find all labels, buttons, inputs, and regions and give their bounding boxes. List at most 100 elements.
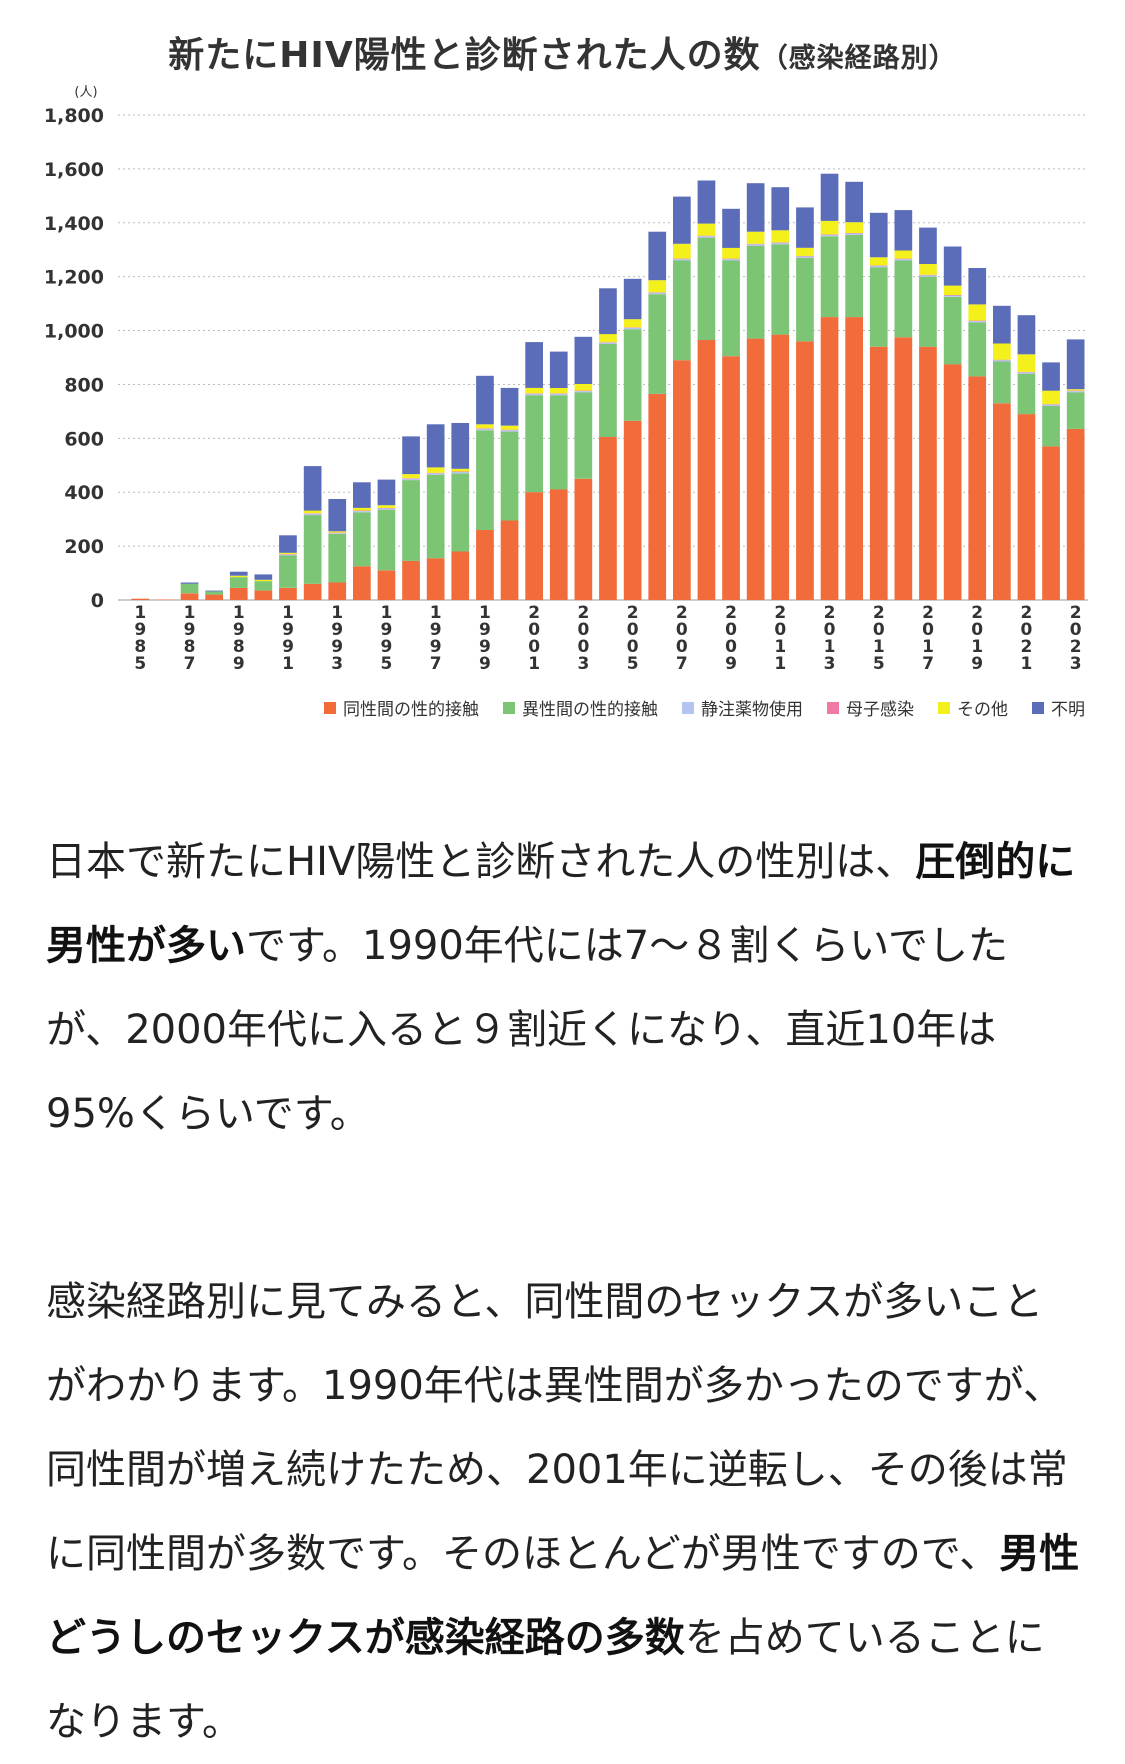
- bar-segment: [796, 341, 814, 600]
- bar-segment: [574, 336, 593, 384]
- bar-segment: [943, 296, 962, 365]
- legend-label: その他: [957, 700, 1008, 720]
- bar-segment: [673, 360, 691, 600]
- bar-segment: [377, 479, 396, 506]
- bar-segment: [1017, 354, 1036, 372]
- bar-segment: [722, 260, 740, 357]
- bar-segment: [254, 581, 273, 591]
- bar-segment: [993, 403, 1011, 600]
- bar-segment: [254, 590, 273, 600]
- bar-segment: [229, 577, 248, 588]
- bar-segment: [180, 582, 199, 584]
- bar-segment: [869, 257, 888, 266]
- bar-segment: [648, 294, 667, 394]
- bar-segment: [771, 230, 790, 243]
- bar-segment: [328, 533, 347, 534]
- bar-segment: [353, 511, 371, 513]
- bar-segment: [697, 180, 716, 224]
- bar-segment: [426, 474, 445, 559]
- bar-segment: [377, 509, 396, 571]
- bar-segment: [820, 236, 839, 318]
- bar-segment: [451, 468, 470, 472]
- bar-segment: [353, 507, 371, 511]
- chart-section: 新たにHIV陽性と診断された人の数（感染経路別） (人) 0 200 400 600 80…: [0, 0, 1125, 740]
- bar-segment: [673, 258, 691, 260]
- bar-segment: [968, 321, 987, 323]
- bar-segment: [943, 246, 962, 286]
- bar-segment: [476, 375, 494, 425]
- bar-segment: [574, 392, 593, 479]
- bar-segment: [303, 466, 322, 511]
- bar-segment: [549, 393, 568, 394]
- bar-segment: [229, 571, 248, 576]
- bar-segment: [722, 208, 740, 248]
- p1-bold: 圧倒的に男性が多い: [46, 839, 1076, 969]
- bar-segment: [1066, 391, 1085, 393]
- chart-title-main: 新たにHIV陽性と診断された人の数: [168, 35, 761, 76]
- bar-segment: [845, 233, 863, 234]
- bar-segment: [648, 292, 667, 293]
- bar-segment: [180, 593, 199, 600]
- bar-segment: [796, 256, 814, 258]
- bar-segment: [205, 590, 223, 592]
- chart-title: 新たにHIV陽性と診断された人の数（感染経路別）: [0, 26, 1125, 78]
- bar-segment: [303, 510, 322, 514]
- bar-segment: [1042, 406, 1060, 447]
- bar-segment: [673, 259, 691, 261]
- bar-segment: [599, 344, 617, 437]
- p1-text-1: 日本で新たにHIV陽性と診断された人の性別は、: [46, 839, 916, 885]
- bar-segment: [279, 535, 297, 553]
- bar-segment: [968, 320, 987, 322]
- bar-segment: [1017, 371, 1036, 373]
- bar-segment: [574, 391, 593, 393]
- bar-segment: [722, 356, 740, 600]
- bar-segment: [180, 583, 199, 594]
- bar-segment: [402, 474, 420, 479]
- bar-segment: [254, 579, 273, 582]
- legend-item: 同性間の性的接触: [324, 695, 479, 720]
- bar-segment: [328, 531, 347, 533]
- bar-segment: [353, 512, 371, 567]
- bar-segment: [303, 513, 322, 514]
- bar-segment: [796, 255, 814, 257]
- bar-segment: [500, 431, 519, 521]
- legend-swatch: [827, 701, 839, 714]
- bar-segment: [943, 285, 962, 295]
- bar-segment: [697, 236, 716, 238]
- bar-segment: [353, 510, 371, 511]
- bar-segment: [303, 513, 322, 516]
- bar-segment: [476, 428, 494, 429]
- bar-segment: [919, 264, 937, 275]
- bar-segment: [549, 395, 568, 490]
- bar-segment: [426, 472, 445, 474]
- bar-segment: [525, 342, 543, 388]
- bar-segment: [377, 507, 396, 509]
- bar-segment: [894, 259, 913, 261]
- bar-segment: [796, 207, 814, 248]
- bar-segment: [525, 387, 543, 394]
- bar-segment: [574, 390, 593, 392]
- y-tick-label: 1,800: [44, 105, 104, 127]
- bar-segment: [1042, 404, 1060, 406]
- bar-segment: [771, 334, 790, 600]
- legend-swatch: [938, 701, 950, 714]
- bar-segment: [451, 423, 470, 469]
- bar-segment: [894, 210, 913, 251]
- bar-segment: [254, 574, 273, 580]
- bar-segment: [869, 265, 888, 268]
- bar-segment: [919, 274, 937, 276]
- bar-segment: [451, 473, 470, 552]
- legend-label: 静注薬物使用: [701, 700, 803, 720]
- bar-segment: [845, 222, 863, 233]
- article-paragraph-1: 日本で新たにHIV陽性と診断された人の性別は、圧倒的に男性が多いです。1990年…: [46, 820, 1081, 1156]
- legend-label: 不明: [1051, 700, 1085, 720]
- legend-label: 母子感染: [846, 700, 914, 720]
- bar-segment: [426, 558, 445, 600]
- bar-segment: [229, 575, 248, 578]
- p2-text-2: を占めていることになります。: [46, 1615, 1045, 1745]
